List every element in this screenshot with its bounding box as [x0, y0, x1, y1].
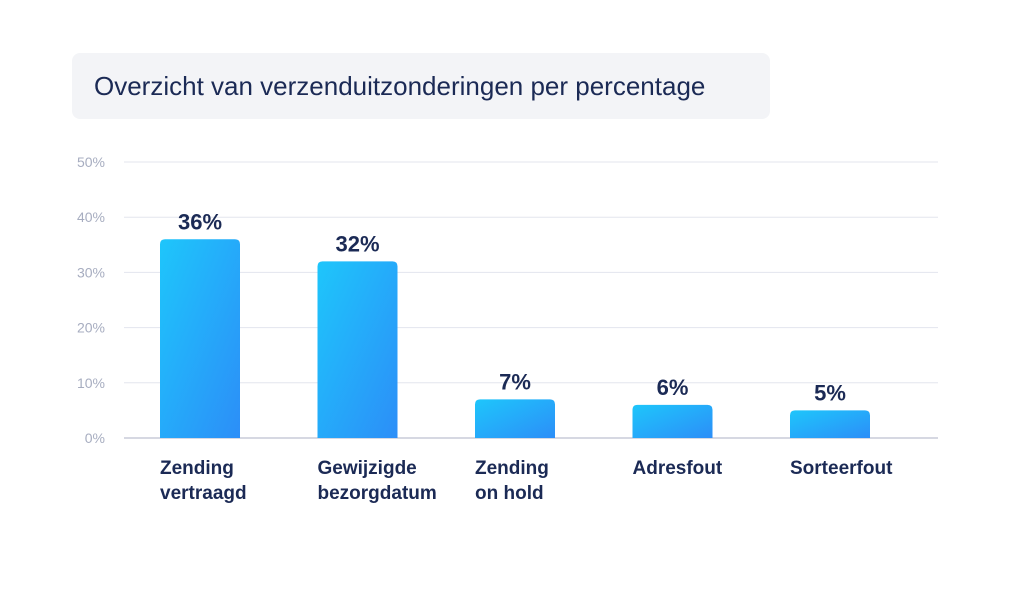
x-tick-label: vertraagd: [160, 483, 247, 504]
bar: [475, 399, 555, 438]
data-label: 36%: [178, 209, 222, 234]
bar: [790, 410, 870, 438]
data-label: 32%: [335, 231, 379, 256]
x-tick-label: Gewijzigde: [318, 458, 417, 479]
y-tick-label: 10%: [77, 375, 105, 391]
bar: [160, 239, 240, 438]
x-tick-label: bezorgdatum: [318, 483, 437, 504]
data-label: 6%: [657, 375, 689, 400]
y-tick-label: 20%: [77, 320, 105, 336]
x-tick-label: Adresfout: [633, 458, 723, 479]
y-tick-label: 30%: [77, 264, 105, 280]
data-label: 5%: [814, 380, 846, 405]
y-tick-label: 0%: [85, 430, 105, 446]
x-tick-label: Sorteerfout: [790, 458, 893, 479]
bar: [317, 261, 398, 438]
chart-title: Overzicht van verzenduitzonderingen per …: [94, 71, 706, 101]
bars: [160, 239, 870, 438]
x-tick-label: Zending: [160, 458, 234, 479]
labels: 0% 10% 20% 30% 40% 50% 36% Zending vertraagd 32% G…: [77, 154, 893, 504]
x-tick-label: on hold: [475, 483, 544, 504]
y-tick-label: 40%: [77, 209, 105, 225]
bar: [632, 404, 713, 438]
title-box: Overzicht van verzenduitzonderingen per …: [72, 53, 770, 119]
data-label: 7%: [499, 369, 531, 394]
x-tick-label: Zending: [475, 458, 549, 479]
y-tick-label: 50%: [77, 154, 105, 170]
